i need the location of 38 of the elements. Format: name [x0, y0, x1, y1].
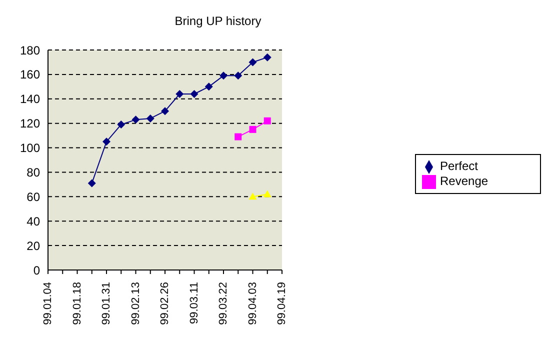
x-tick-label: 99.03.11: [188, 282, 200, 324]
point: [234, 72, 242, 80]
y-tick-label: 160: [20, 68, 40, 82]
point: [204, 82, 213, 91]
point: [248, 58, 257, 66]
legend-label: Perfect: [440, 159, 478, 174]
y-tick-label: 180: [20, 43, 40, 58]
x-tick-label: 99.01.31: [100, 282, 112, 325]
x-tick-label: 99.02.26: [159, 282, 171, 325]
y-tick-label: 140: [20, 92, 40, 106]
point: [146, 114, 154, 122]
y-tick-label: 60: [26, 190, 40, 204]
x-tick-label: 99.03.22: [218, 282, 230, 325]
point: [220, 72, 228, 80]
point: [132, 116, 140, 124]
chart-title: Bring UP history: [174, 14, 262, 28]
y-tick-label: 40: [26, 214, 40, 228]
y-tick-label: 100: [20, 141, 40, 156]
legend-label: Revenge: [440, 174, 488, 188]
x-tick-label: 99.04.03: [246, 282, 259, 325]
point: [102, 138, 110, 146]
point: [190, 90, 198, 98]
point: [88, 179, 96, 188]
point: [249, 126, 256, 133]
point: [264, 117, 271, 124]
point: [176, 90, 184, 98]
y-tick-label: 120: [20, 116, 40, 131]
x-tick-label: 99.04.19: [276, 282, 288, 325]
x-tick-label: 99.01.04: [42, 282, 54, 325]
point: [234, 133, 242, 140]
point: [117, 120, 126, 129]
y-tick-label: 0: [33, 263, 40, 278]
x-tick-label: 99.01.18: [71, 282, 84, 325]
point: [263, 53, 272, 62]
x-tick-label: 99.02.13: [130, 282, 142, 325]
y-tick-label: 80: [26, 165, 40, 180]
y-tick-label: 20: [26, 238, 40, 253]
point: [161, 107, 169, 116]
